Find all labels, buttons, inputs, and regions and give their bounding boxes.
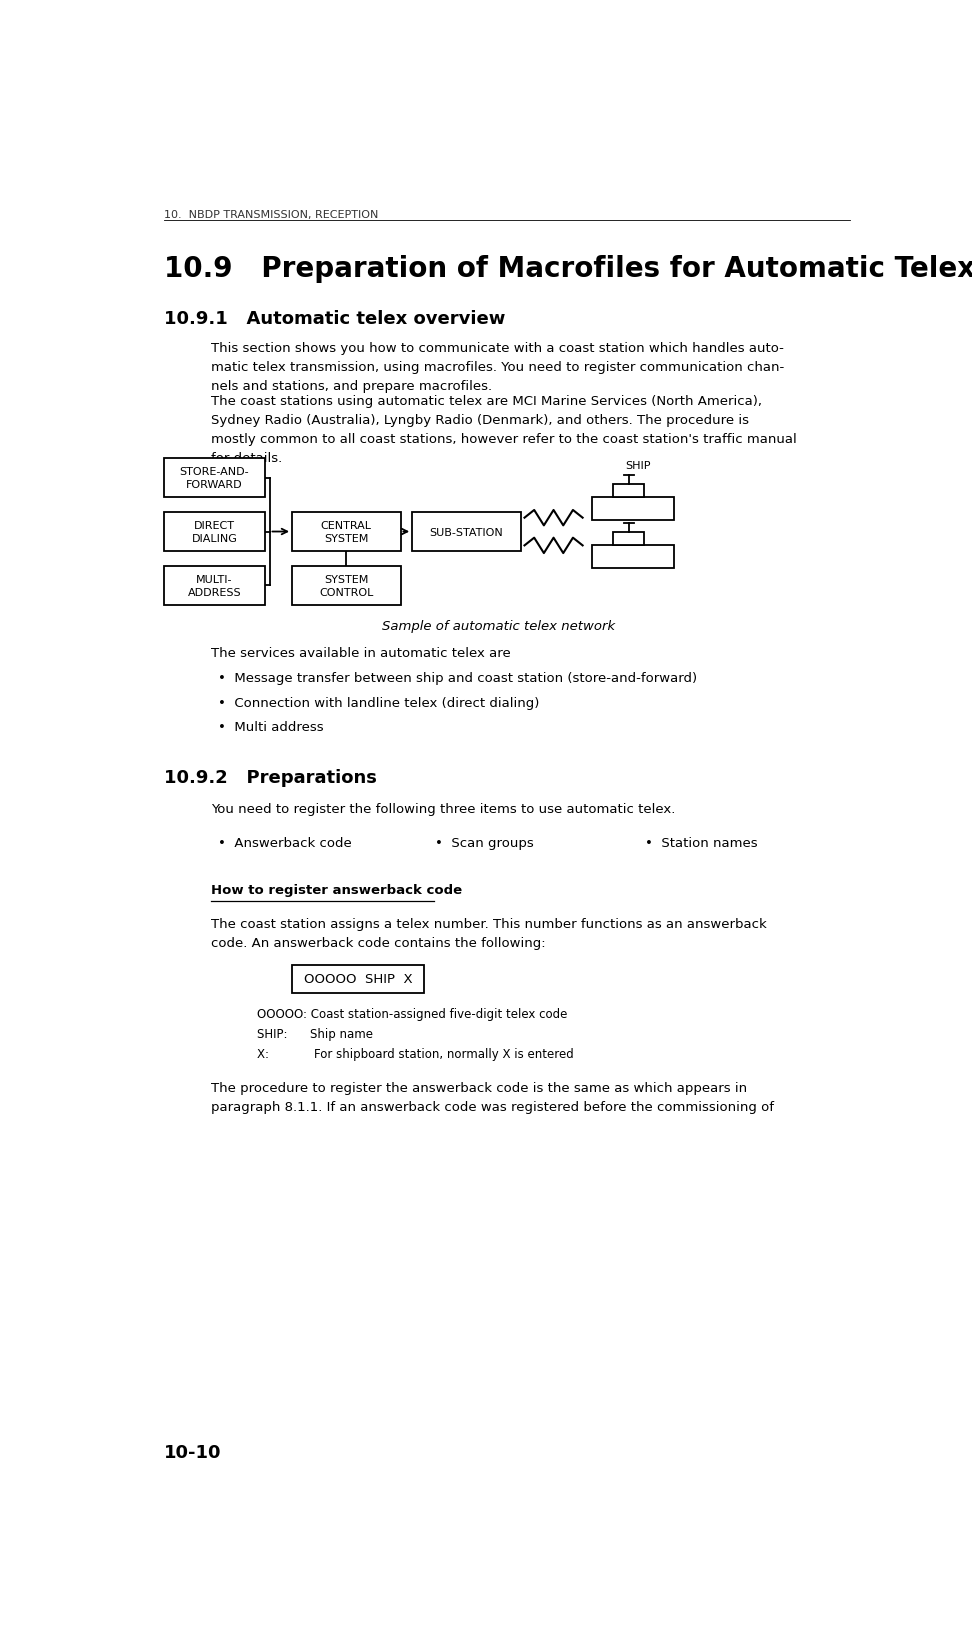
Text: The coast station assigns a telex number. This number functions as an answerback: The coast station assigns a telex number… — [211, 918, 766, 949]
Text: SHIP:      Ship name: SHIP: Ship name — [258, 1028, 373, 1041]
Bar — [592, 498, 674, 521]
Bar — [292, 965, 424, 993]
Text: SUB-STATION: SUB-STATION — [430, 528, 503, 538]
Text: X:            For shipboard station, normally X is entered: X: For shipboard station, normally X is … — [258, 1047, 573, 1060]
Text: STORE-AND-
FORWARD: STORE-AND- FORWARD — [180, 467, 249, 490]
Bar — [412, 513, 521, 551]
Bar — [292, 513, 400, 551]
Text: The services available in automatic telex are: The services available in automatic tele… — [211, 647, 510, 661]
Bar — [164, 513, 265, 551]
Text: •  Station names: • Station names — [644, 836, 757, 849]
Text: This section shows you how to communicate with a coast station which handles aut: This section shows you how to communicat… — [211, 343, 783, 393]
Text: 10.  NBDP TRANSMISSION, RECEPTION: 10. NBDP TRANSMISSION, RECEPTION — [164, 210, 378, 220]
Text: Sample of automatic telex network: Sample of automatic telex network — [382, 620, 614, 633]
Text: 10-10: 10-10 — [164, 1444, 222, 1462]
Text: 10.9.1   Automatic telex overview: 10.9.1 Automatic telex overview — [164, 310, 505, 328]
Text: •  Message transfer between ship and coast station (store-and-forward): • Message transfer between ship and coas… — [219, 672, 698, 685]
Text: SHIP: SHIP — [625, 461, 650, 470]
Bar — [613, 533, 644, 546]
Text: •  Scan groups: • Scan groups — [435, 836, 535, 849]
Text: How to register answerback code: How to register answerback code — [211, 883, 462, 897]
Text: DIRECT
DIALING: DIRECT DIALING — [191, 521, 237, 544]
Bar — [292, 567, 400, 605]
Text: The coast stations using automatic telex are MCI Marine Services (North America): The coast stations using automatic telex… — [211, 395, 796, 464]
Text: SYSTEM
CONTROL: SYSTEM CONTROL — [319, 575, 373, 598]
Bar — [164, 459, 265, 498]
Text: You need to register the following three items to use automatic telex.: You need to register the following three… — [211, 803, 675, 815]
Text: 10.9.2   Preparations: 10.9.2 Preparations — [164, 769, 377, 787]
Text: OOOOO  SHIP  X: OOOOO SHIP X — [303, 974, 412, 985]
Text: •  Answerback code: • Answerback code — [219, 836, 352, 849]
Bar — [592, 546, 674, 569]
Text: •  Connection with landline telex (direct dialing): • Connection with landline telex (direct… — [219, 697, 539, 710]
Text: 10.9   Preparation of Macrofiles for Automatic Telex: 10.9 Preparation of Macrofiles for Autom… — [164, 254, 972, 282]
Bar — [164, 567, 265, 605]
Text: INTERNATIONAL
TELEX NETWORK: INTERNATIONAL TELEX NETWORK — [164, 457, 260, 480]
Bar — [613, 485, 644, 498]
Text: OOOOO: Coast station-assigned five-digit telex code: OOOOO: Coast station-assigned five-digit… — [258, 1008, 568, 1021]
Text: MULTI-
ADDRESS: MULTI- ADDRESS — [188, 575, 241, 598]
Text: CENTRAL
SYSTEM: CENTRAL SYSTEM — [321, 521, 371, 544]
Text: •  Multi address: • Multi address — [219, 721, 324, 734]
Text: The procedure to register the answerback code is the same as which appears in
pa: The procedure to register the answerback… — [211, 1082, 774, 1113]
